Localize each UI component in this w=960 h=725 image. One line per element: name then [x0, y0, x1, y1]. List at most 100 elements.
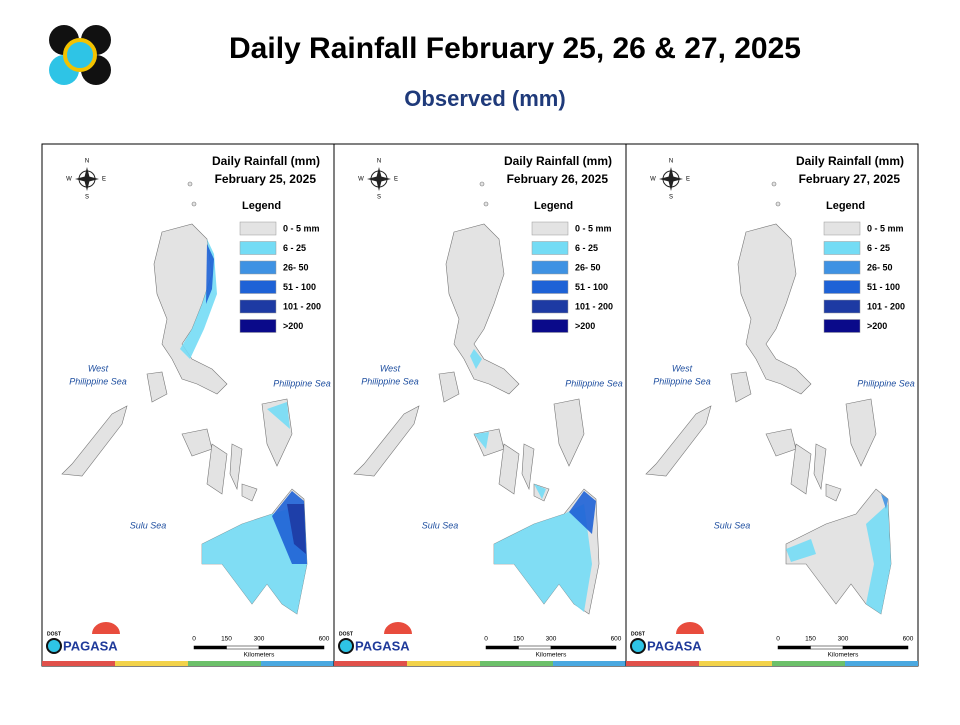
- legend-swatch: [531, 280, 569, 294]
- compass: [659, 176, 683, 182]
- logo-agency: DOST: [47, 631, 61, 637]
- scale-tick-label: 600: [611, 636, 622, 643]
- scale-tick-label: 300: [838, 636, 849, 643]
- logo-umbrella: [92, 622, 120, 634]
- legend-swatch: [239, 299, 277, 314]
- scale-segment: [777, 645, 811, 650]
- sea-label: Sulu Sea: [422, 520, 459, 530]
- compass-n: N: [377, 159, 381, 165]
- scale-segment: [842, 645, 909, 650]
- rain-area: [866, 504, 891, 614]
- color-stripe: [188, 661, 261, 666]
- compass-n: N: [669, 159, 673, 165]
- rain-area: [569, 491, 596, 534]
- legend-swatch: [531, 319, 569, 333]
- legend-label: 51 - 100: [867, 282, 900, 292]
- legend-label: 26- 50: [283, 262, 309, 272]
- sea-label: Sulu Sea: [714, 520, 751, 530]
- logo-mark: [338, 638, 354, 654]
- rain-area: [470, 349, 482, 369]
- scale-tick-label: 0: [192, 636, 196, 643]
- map-panel: N S W E Daily Rainfall (mm) February 26, 2025…: [333, 143, 627, 667]
- legend-label: 26- 50: [575, 262, 601, 272]
- legend-label: 51 - 100: [283, 282, 316, 292]
- logo-name: PAGASA: [355, 638, 410, 653]
- compass-e: E: [686, 177, 690, 183]
- logo-mark: [630, 638, 646, 654]
- legend-title: Legend: [826, 200, 865, 212]
- legend-swatch: [531, 241, 569, 255]
- panels: N S W E Daily Rainfall (mm) February 25, 2025…: [41, 143, 919, 667]
- scale-segment: [518, 645, 552, 650]
- legend-swatch: [531, 260, 569, 275]
- logo-name: PAGASA: [647, 638, 702, 653]
- map-panel: N S W E Daily Rainfall (mm) February 27, 2025…: [625, 143, 919, 667]
- rain-area: [494, 504, 592, 612]
- legend-label: 0 - 5 mm: [283, 223, 320, 233]
- scale-segment: [485, 645, 519, 650]
- legend-swatch: [823, 221, 861, 236]
- logo-mark: [46, 638, 62, 654]
- rain-area: [786, 539, 816, 562]
- legend-label: 6 - 25: [575, 243, 598, 253]
- legend-swatch: [239, 221, 277, 236]
- sea-label: Philippine Sea: [69, 376, 127, 386]
- rain-area: [180, 239, 217, 359]
- scale-tick-label: 300: [254, 636, 265, 643]
- legend-swatch: [823, 319, 861, 333]
- legend-label: 6 - 25: [283, 243, 306, 253]
- compass-s: S: [85, 195, 89, 201]
- color-stripe: [334, 661, 407, 666]
- legend-title: Legend: [534, 200, 573, 212]
- logo-umbrella: [676, 622, 704, 634]
- legend-label: 101 - 200: [575, 301, 613, 311]
- legend-label: 101 - 200: [283, 301, 321, 311]
- sea-label: West: [672, 363, 693, 373]
- sea-label: Philippine Sea: [565, 378, 623, 388]
- logo-agency: DOST: [631, 631, 645, 637]
- map-panel: N S W E Daily Rainfall (mm) February 25, 2025…: [41, 143, 335, 667]
- scale-tick-label: 150: [805, 636, 816, 643]
- panel-date: February 26, 2025: [507, 172, 609, 186]
- compass-s: S: [377, 195, 381, 201]
- compass-e: E: [394, 177, 398, 183]
- legend-swatch: [823, 280, 861, 294]
- sea-label: Sulu Sea: [130, 520, 167, 530]
- scale-tick-label: 600: [319, 636, 330, 643]
- rain-area: [206, 244, 214, 304]
- legend-swatch: [531, 221, 569, 236]
- logo-agency: DOST: [339, 631, 353, 637]
- title: Daily Rainfall February 25, 26 & 27, 202…: [229, 32, 801, 65]
- legend-swatch: [531, 299, 569, 314]
- header-logo: [48, 24, 112, 86]
- scale-tick-label: 150: [513, 636, 524, 643]
- sea-label: West: [380, 363, 401, 373]
- color-stripe: [626, 661, 699, 666]
- compass-e: E: [102, 177, 106, 183]
- panel-heading: Daily Rainfall (mm): [504, 154, 612, 168]
- compass-s: S: [669, 195, 673, 201]
- panel-date: February 27, 2025: [799, 172, 901, 186]
- scale-tick-label: 0: [484, 636, 488, 643]
- rain-area: [881, 494, 888, 509]
- legend-swatch: [823, 260, 861, 275]
- legend-label: 26- 50: [867, 262, 893, 272]
- compass-w: W: [650, 177, 656, 183]
- rain-area: [267, 402, 290, 429]
- legend-label: 101 - 200: [867, 301, 905, 311]
- legend-swatch: [239, 241, 277, 255]
- sea-label: Philippine Sea: [653, 376, 711, 386]
- sea-label: Philippine Sea: [361, 376, 419, 386]
- legend-label: 51 - 100: [575, 282, 608, 292]
- scale-tick-label: 0: [776, 636, 780, 643]
- legend-swatch: [823, 241, 861, 255]
- logo-name: PAGASA: [63, 638, 118, 653]
- legend-label: >200: [283, 321, 303, 331]
- sea-label: Philippine Sea: [273, 378, 331, 388]
- scale-segment: [258, 645, 325, 650]
- compass-w: W: [358, 177, 364, 183]
- legend-swatch: [823, 299, 861, 314]
- compass-n: N: [85, 159, 89, 165]
- panel-heading: Daily Rainfall (mm): [796, 154, 904, 168]
